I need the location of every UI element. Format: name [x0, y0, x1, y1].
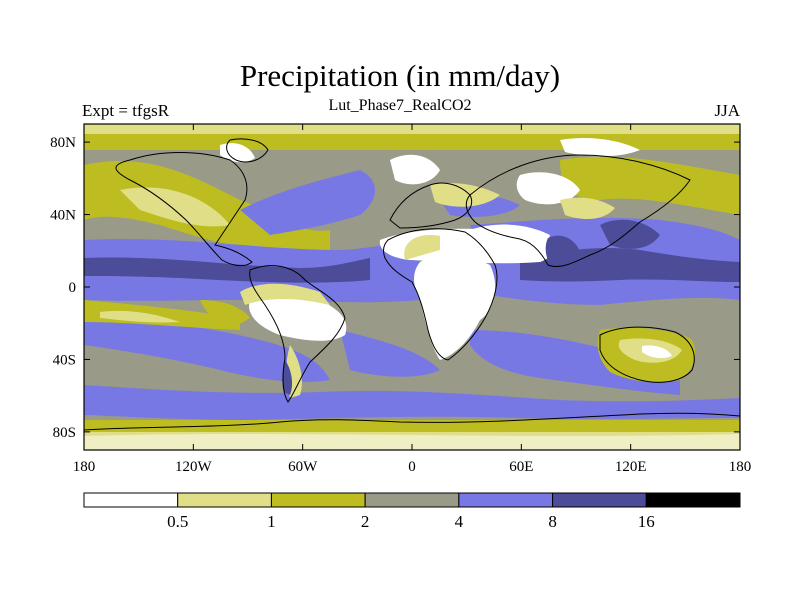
colorbar: 0.5 1 2 4 8 16: [83, 492, 741, 531]
colorbar-label: 4: [455, 512, 464, 531]
lat-tick-label: 80N: [50, 135, 76, 151]
colorbar-swatch: [364, 492, 460, 508]
colorbar-label: 16: [638, 512, 655, 531]
lat-tick-label: 40S: [53, 352, 76, 368]
latitude-axis: 80N 40N 0 40S 80S: [50, 135, 740, 441]
lat-tick-label: 40N: [50, 208, 76, 224]
lon-tick-label: 0: [408, 459, 416, 475]
precipitation-field: [84, 124, 740, 450]
lon-tick-label: 180: [729, 459, 752, 475]
lon-tick-label: 180: [73, 459, 96, 475]
colorbar-swatch: [645, 492, 741, 508]
lon-tick-label: 120E: [615, 459, 647, 475]
lat-tick-label: 0: [69, 280, 77, 296]
run-label: Lut_Phase7_RealCO2: [328, 97, 472, 114]
longitude-axis: 180 120W 60W 0 60E 120E 180: [73, 124, 752, 475]
experiment-label: Expt = tfgsR: [82, 101, 170, 120]
colorbar-label: 0.5: [167, 512, 188, 531]
lon-tick-label: 60W: [288, 459, 318, 475]
coastlines: [84, 138, 740, 431]
colorbar-label: 8: [548, 512, 557, 531]
map-title: Precipitation (in mm/day): [239, 58, 561, 93]
colorbar-swatch: [552, 492, 647, 508]
colorbar-swatch: [458, 492, 554, 508]
colorbar-label: 2: [361, 512, 370, 531]
colorbar-swatch: [270, 492, 366, 508]
lat-tick-label: 80S: [53, 425, 76, 441]
colorbar-swatch: [83, 492, 179, 508]
season-label: JJA: [714, 101, 740, 120]
colorbar-swatch: [177, 492, 272, 508]
colorbar-label: 1: [267, 512, 276, 531]
lon-tick-label: 120W: [175, 459, 213, 475]
lon-tick-label: 60E: [509, 459, 533, 475]
